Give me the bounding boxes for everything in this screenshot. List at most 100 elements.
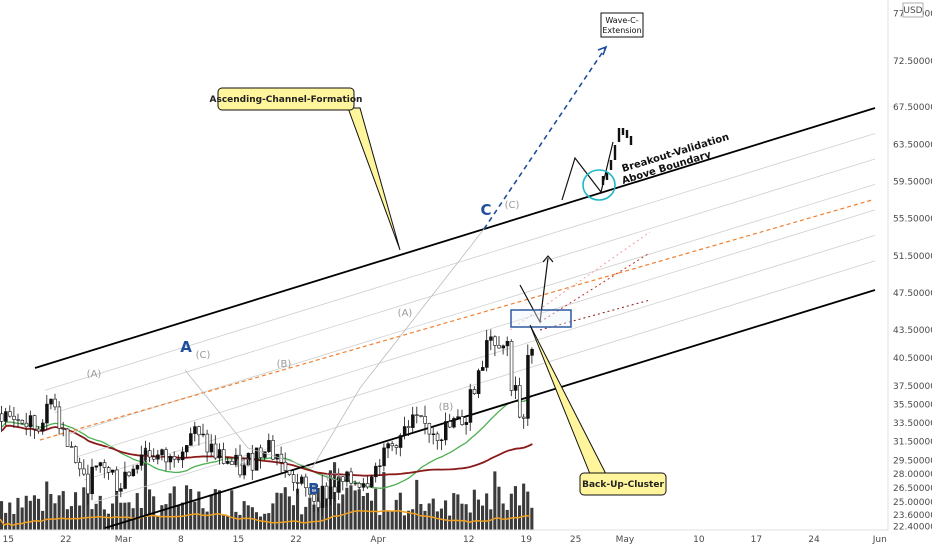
candle xyxy=(394,445,399,448)
candle xyxy=(172,456,177,460)
volume-bar xyxy=(193,501,197,530)
volume-bar xyxy=(127,502,131,530)
volume-bar xyxy=(12,514,16,530)
candle xyxy=(230,461,234,465)
x-tick-label: Jun xyxy=(872,535,887,545)
candle xyxy=(522,416,526,419)
volume-bar xyxy=(378,514,382,530)
candle xyxy=(242,464,247,476)
volume-bar xyxy=(61,491,65,530)
volume-bar xyxy=(102,509,106,530)
candle xyxy=(452,418,456,428)
candle xyxy=(324,485,329,500)
candle xyxy=(349,471,353,484)
y-tick-label: 51.50000 xyxy=(893,252,932,262)
volume-bar xyxy=(8,502,12,530)
volume-bar xyxy=(308,497,312,530)
candle xyxy=(213,443,218,459)
volume-bar xyxy=(259,516,263,530)
wave-label-minor: (C) xyxy=(326,472,341,483)
volume-bar xyxy=(45,481,49,530)
volume-bar xyxy=(291,505,295,530)
candle xyxy=(127,471,131,477)
candle xyxy=(148,450,152,458)
candle xyxy=(201,433,205,436)
candle xyxy=(480,367,485,371)
candles xyxy=(0,329,534,517)
candle xyxy=(406,426,411,428)
volume-bar xyxy=(283,487,287,530)
candle xyxy=(185,445,189,453)
volume-bar xyxy=(435,511,439,530)
y-tick-label: 72.50000 xyxy=(893,57,932,67)
volume-bar xyxy=(16,497,20,530)
volume-bar xyxy=(49,494,53,530)
candle xyxy=(361,483,366,488)
volume-bar xyxy=(4,512,8,530)
backup-callout-label: Back-Up-Cluster xyxy=(582,480,664,490)
volume-ma-line xyxy=(0,509,531,527)
candle xyxy=(267,440,271,452)
moving-averages xyxy=(1,394,533,489)
candle xyxy=(90,466,94,495)
candle xyxy=(378,465,382,467)
y-tick-label: 26.50000 xyxy=(893,484,932,494)
volume-bar xyxy=(86,488,90,530)
y-tick-label: 28.00000 xyxy=(893,470,932,480)
volume-bar xyxy=(217,490,221,530)
volume-bar xyxy=(448,515,452,530)
dotted-projection xyxy=(509,231,651,331)
y-tick-label: 47.50000 xyxy=(893,289,932,299)
channel-upper-boundary xyxy=(34,107,876,369)
candle xyxy=(526,354,530,419)
ma-slow-line xyxy=(1,424,533,477)
candle xyxy=(476,370,481,395)
channel-callout-label: Ascending-Channel-Formation xyxy=(210,95,363,105)
projection-lines xyxy=(184,45,651,469)
candle xyxy=(411,414,415,428)
volume-bar xyxy=(481,505,485,530)
candle xyxy=(53,398,57,408)
candle xyxy=(328,486,333,500)
volume-bar xyxy=(394,499,398,530)
volume-bar xyxy=(472,489,476,530)
volume-bar xyxy=(230,490,234,530)
x-tick-label: 10 xyxy=(693,535,705,545)
candle xyxy=(295,482,300,484)
candle xyxy=(57,406,62,429)
candle xyxy=(176,458,181,461)
candle xyxy=(98,462,103,467)
candle xyxy=(448,421,452,428)
y-tick-label: 33.50000 xyxy=(893,419,932,429)
volume-bar xyxy=(423,510,427,530)
candle xyxy=(254,447,259,471)
y-tick-label: 31.50000 xyxy=(893,438,932,448)
volume-bar xyxy=(226,515,230,530)
candle xyxy=(160,449,164,456)
candle xyxy=(234,454,238,465)
y-tick-label: 22.40000 xyxy=(893,522,932,532)
x-tick-label: 12 xyxy=(463,535,474,545)
volume-bar xyxy=(160,505,164,530)
volume-bar xyxy=(337,503,341,530)
wave-label-major: A xyxy=(180,338,192,356)
candle xyxy=(439,439,444,441)
volume-bar xyxy=(201,508,205,530)
channel-gridline xyxy=(44,133,876,391)
extension-label-box xyxy=(600,12,644,38)
y-tick-label: 43.50000 xyxy=(893,326,932,336)
channel-lower-boundary xyxy=(104,289,876,529)
volume-bar xyxy=(456,494,460,530)
candle xyxy=(238,454,242,476)
candle xyxy=(398,435,403,448)
x-tick-label: 25 xyxy=(570,535,581,545)
candle xyxy=(390,443,395,447)
candle xyxy=(530,348,534,356)
volume-bar xyxy=(526,491,530,530)
candle xyxy=(0,413,4,422)
wave-label-minor: (A) xyxy=(398,308,413,319)
breakout-circle xyxy=(582,169,616,201)
candle xyxy=(513,385,518,391)
